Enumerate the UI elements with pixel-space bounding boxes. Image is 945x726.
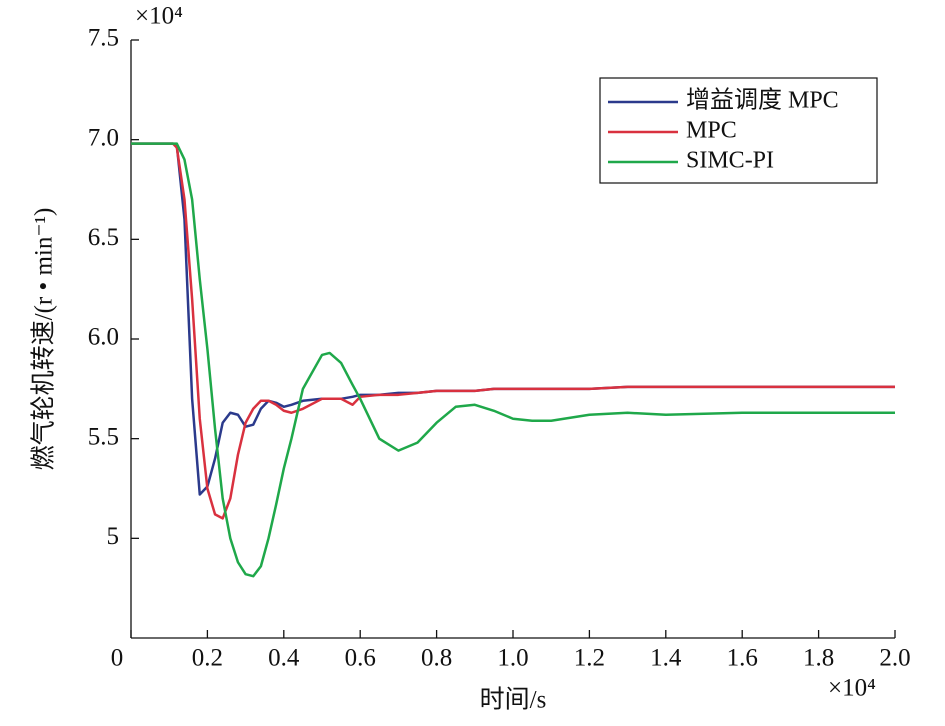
legend-text: SIMC-PI — [686, 148, 774, 174]
x-tick-label: 1.6 — [727, 645, 758, 672]
legend-text: 增益调度 MPC — [686, 87, 839, 114]
y-tick-label: 5 — [107, 523, 120, 550]
x-multiplier: ×10⁴ — [828, 675, 876, 702]
legend-box — [599, 77, 878, 184]
series-line — [131, 142, 895, 578]
y-tick-label: 7.0 — [88, 124, 119, 151]
x-tick-label: 1.8 — [803, 645, 834, 672]
x-tick-label: 2.0 — [879, 645, 910, 672]
x-tick-label: 1.4 — [650, 645, 682, 672]
x-tick-label: 0 — [111, 645, 124, 672]
x-tick-label: 0.8 — [421, 645, 452, 672]
y-tick-label: 6.5 — [88, 224, 119, 251]
x-tick-label: 0.4 — [268, 645, 300, 672]
y-tick-label: 5.5 — [88, 423, 119, 450]
y-tick-label: 7.5 — [88, 25, 119, 52]
x-tick-label: 1.2 — [574, 645, 605, 672]
x-tick-label: 1.0 — [497, 645, 528, 672]
y-axis-label: 燃气轮机转速/(r • min⁻¹) — [30, 208, 58, 471]
legend-text: MPC — [686, 118, 737, 144]
y-multiplier: ×10⁴ — [135, 3, 183, 30]
x-axis-label: 时间/s — [480, 686, 547, 714]
series-line — [131, 142, 895, 496]
series-line — [131, 142, 895, 520]
x-tick-label: 0.2 — [192, 645, 223, 672]
y-tick-label: 6.0 — [88, 324, 119, 351]
x-tick-label: 0.6 — [345, 645, 376, 672]
